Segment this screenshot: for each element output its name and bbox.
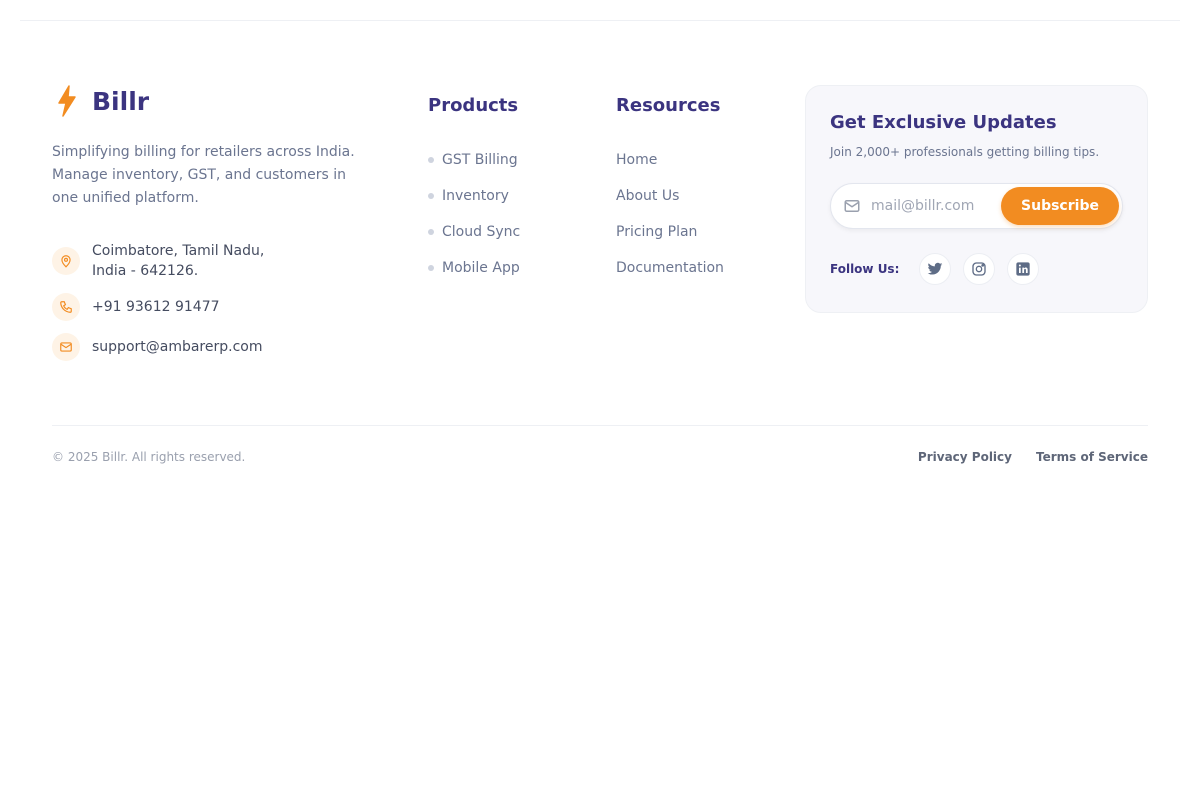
top-divider: [20, 20, 1180, 21]
resources-link-documentation[interactable]: Documentation: [616, 260, 724, 276]
email-input[interactable]: [871, 198, 1001, 214]
address-line-2: India - 642126.: [92, 263, 199, 279]
copyright: © 2025 Billr. All rights reserved.: [52, 450, 246, 464]
footer-divider: [52, 425, 1148, 426]
brand-name: Billr: [92, 86, 150, 116]
products-link-mobile-app[interactable]: Mobile App: [428, 250, 520, 286]
social-links: Follow Us:: [830, 253, 1123, 285]
bullet-icon: [428, 157, 434, 163]
bullet-icon: [428, 229, 434, 235]
products-link-inventory[interactable]: Inventory: [428, 178, 520, 214]
instagram-icon[interactable]: [963, 253, 996, 285]
resources-heading: Resources: [616, 95, 721, 116]
newsletter-card: Get Exclusive Updates Join 2,000+ profes…: [805, 85, 1148, 313]
resources-link-about-us[interactable]: About Us: [616, 188, 680, 204]
twitter-icon[interactable]: [919, 253, 952, 285]
products-link-cloud-sync[interactable]: Cloud Sync: [428, 214, 520, 250]
resources-link-home[interactable]: Home: [616, 152, 658, 168]
contact-phone[interactable]: +91 93612 91477: [52, 293, 220, 321]
resources-link-pricing-plan[interactable]: Pricing Plan: [616, 224, 698, 240]
contact-address: Coimbatore, Tamil Nadu, India - 642126.: [52, 241, 264, 281]
bullet-icon: [428, 193, 434, 199]
lightning-bolt-icon: [58, 85, 76, 117]
link-label: GST Billing: [442, 152, 518, 168]
mail-icon: [52, 333, 80, 361]
newsletter-subtitle: Join 2,000+ professionals getting billin…: [830, 145, 1100, 159]
email-address[interactable]: support@ambarerp.com: [92, 339, 263, 355]
resources-column: Resources Home About Us Pricing Plan Doc…: [616, 95, 724, 286]
location-pin-icon: [52, 247, 80, 275]
phone-number[interactable]: +91 93612 91477: [92, 299, 220, 315]
legal-links: Privacy Policy Terms of Service: [918, 450, 1148, 464]
linkedin-icon[interactable]: [1007, 253, 1040, 285]
link-label: Cloud Sync: [442, 224, 521, 240]
contact-email[interactable]: support@ambarerp.com: [52, 333, 263, 361]
mail-icon: [844, 200, 860, 212]
bullet-icon: [428, 265, 434, 271]
subscribe-form: Subscribe: [830, 183, 1123, 229]
products-link-gst-billing[interactable]: GST Billing: [428, 142, 520, 178]
products-heading: Products: [428, 95, 519, 116]
phone-icon: [52, 293, 80, 321]
link-label: Inventory: [442, 188, 509, 204]
follow-us-label: Follow Us:: [830, 262, 900, 276]
products-column: Products GST Billing Inventory Cloud Syn…: [428, 95, 520, 286]
privacy-policy-link[interactable]: Privacy Policy: [917, 450, 1012, 464]
link-label: Mobile App: [442, 260, 520, 276]
newsletter-title: Get Exclusive Updates: [830, 112, 1057, 133]
brand-logo[interactable]: Billr: [52, 85, 149, 117]
terms-of-service-link[interactable]: Terms of Service: [1035, 450, 1148, 464]
subscribe-button[interactable]: Subscribe: [1001, 187, 1119, 225]
address-line-1: Coimbatore, Tamil Nadu,: [92, 243, 265, 259]
brand-description: Simplifying billing for retailers across…: [52, 144, 355, 206]
